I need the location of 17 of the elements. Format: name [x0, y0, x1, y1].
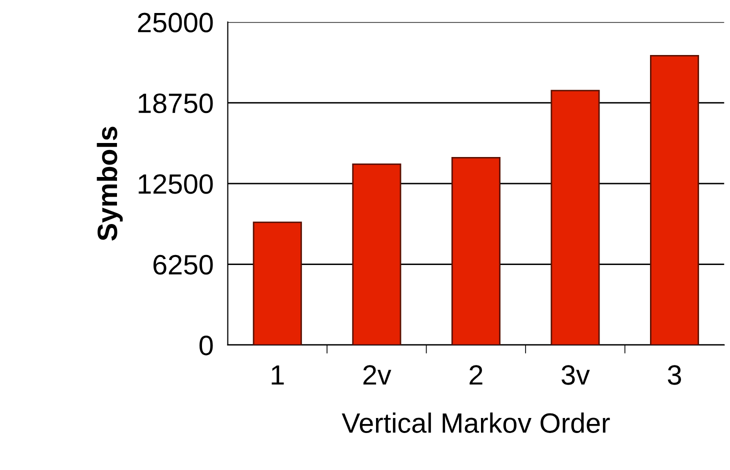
y-tick-label: 12500 [138, 174, 213, 194]
x-tick-label: 3 [668, 365, 682, 385]
bar [352, 163, 402, 345]
y-axis-title: Symbols [96, 126, 123, 241]
bar [650, 54, 700, 345]
x-tick-label: 2v [363, 365, 392, 385]
y-tick-label: 0 [200, 336, 213, 356]
y-tick-label: 25000 [138, 12, 213, 32]
y-tick-label: 18750 [138, 93, 213, 114]
x-tick-label: 2 [470, 365, 482, 385]
bar [252, 222, 302, 345]
x-axis-title: Vertical Markov Order [342, 412, 610, 433]
x-tick-label: 3v [562, 365, 590, 385]
bar [451, 157, 500, 345]
y-tick-label: 6250 [153, 254, 213, 275]
bar [550, 90, 600, 345]
x-tick-label: 1 [272, 365, 284, 385]
